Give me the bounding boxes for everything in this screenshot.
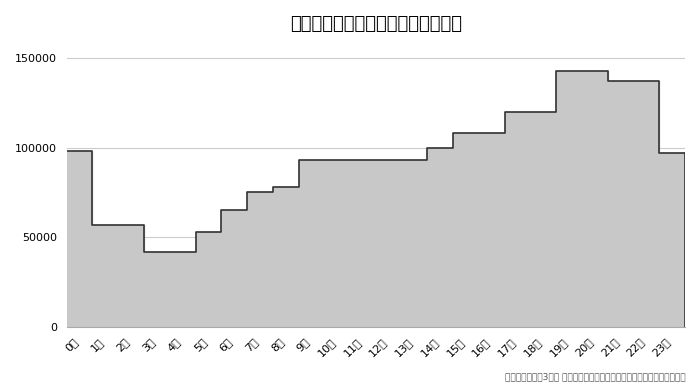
Text: 「総務省｜令和3年版 情報通信白書｜電気通信の利用状況」をもとに作成: 「総務省｜令和3年版 情報通信白書｜電気通信の利用状況」をもとに作成 bbox=[505, 372, 686, 381]
Title: 固定通信トラヒックの時間帯別変化: 固定通信トラヒックの時間帯別変化 bbox=[290, 15, 462, 33]
Polygon shape bbox=[66, 70, 685, 327]
